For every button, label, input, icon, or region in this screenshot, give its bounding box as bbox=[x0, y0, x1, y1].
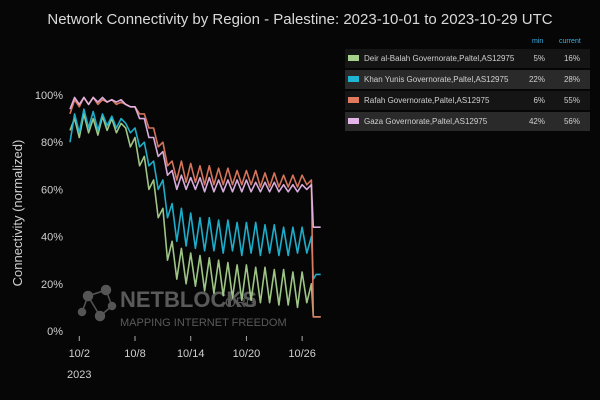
y-tick-label: 60% bbox=[41, 184, 63, 196]
legend-item-current: 16% bbox=[563, 54, 580, 63]
chart-legend: min current Deir al-Balah Governorate,Pa… bbox=[345, 38, 590, 133]
series-line bbox=[69, 108, 321, 280]
x-year-label: 2023 bbox=[67, 369, 91, 381]
legend-swatch bbox=[348, 97, 359, 103]
watermark-suffix: .ORG bbox=[221, 294, 257, 310]
legend-item-label: Khan Yunis Governorate,Paltel,AS12975 bbox=[364, 75, 509, 84]
legend-min-header: min bbox=[532, 38, 544, 45]
x-tick-label: 10/26 bbox=[288, 348, 316, 360]
x-tick-label: 10/2 bbox=[69, 348, 90, 360]
legend-item-min: 5% bbox=[533, 54, 545, 63]
legend-item-label: Gaza Governorate,Paltel,AS12975 bbox=[364, 117, 488, 126]
legend-item-label: Deir al-Balah Governorate,Paltel,AS12975 bbox=[364, 54, 515, 63]
x-tick-label: 10/14 bbox=[177, 348, 205, 360]
legend-header: min current bbox=[345, 38, 590, 49]
legend-swatch bbox=[348, 118, 359, 124]
y-tick-label: 100% bbox=[35, 90, 63, 102]
y-tick-label: 80% bbox=[41, 137, 63, 149]
legend-swatch bbox=[348, 55, 359, 61]
y-tick-label: 40% bbox=[41, 232, 63, 244]
chart-title: Network Connectivity by Region - Palesti… bbox=[47, 11, 553, 28]
chart-lines bbox=[69, 96, 321, 318]
legend-item-label: Rafah Governorate,Paltel,AS12975 bbox=[364, 96, 490, 105]
legend-item-current: 55% bbox=[563, 96, 580, 105]
series-line bbox=[69, 96, 321, 228]
legend-item-min: 6% bbox=[533, 96, 545, 105]
legend-item[interactable]: Gaza Governorate,Paltel,AS12975 42% 56% bbox=[345, 112, 590, 131]
y-axis-label: Connectivity (normalized) bbox=[10, 140, 25, 287]
chart-axes: 0% 20% 40% 60% 80% 100% Connectivity (normaliz… bbox=[10, 90, 316, 381]
watermark-tagline: MAPPING INTERNET FREEDOM bbox=[120, 317, 287, 329]
legend-item-current: 56% bbox=[563, 117, 580, 126]
y-tick-label: 20% bbox=[41, 279, 63, 291]
x-tick-label: 10/20 bbox=[233, 348, 261, 360]
legend-item-min: 42% bbox=[528, 117, 545, 126]
legend-item-current: 28% bbox=[563, 75, 580, 84]
legend-current-header: current bbox=[559, 38, 581, 45]
netblocks-watermark: NETBLOCKS .ORG MAPPING INTERNET FREEDOM bbox=[77, 284, 287, 329]
legend-item[interactable]: Deir al-Balah Governorate,Paltel,AS12975… bbox=[345, 49, 590, 68]
netblocks-logo-icon bbox=[77, 284, 117, 322]
legend-item[interactable]: Rafah Governorate,Paltel,AS12975 6% 55% bbox=[345, 91, 590, 110]
y-tick-label: 0% bbox=[47, 326, 63, 338]
series-line bbox=[69, 113, 321, 318]
legend-item[interactable]: Khan Yunis Governorate,Paltel,AS12975 22… bbox=[345, 70, 590, 89]
x-tick-label: 10/8 bbox=[124, 348, 145, 360]
legend-item-min: 22% bbox=[528, 75, 545, 84]
legend-swatch bbox=[348, 76, 359, 82]
